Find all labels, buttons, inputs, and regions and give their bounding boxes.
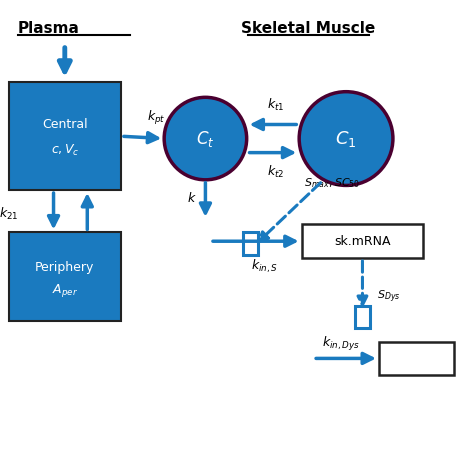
Text: Periphery: Periphery <box>35 261 94 274</box>
FancyBboxPatch shape <box>243 232 258 255</box>
Text: Plasma: Plasma <box>18 21 80 36</box>
FancyBboxPatch shape <box>9 232 121 321</box>
Text: $c, V_c$: $c, V_c$ <box>51 143 79 158</box>
Text: $k$: $k$ <box>187 191 197 205</box>
Text: $C_t$: $C_t$ <box>196 128 215 148</box>
Text: $k_{in,S}$: $k_{in,S}$ <box>251 258 277 275</box>
Text: $k_{in,Dys}$: $k_{in,Dys}$ <box>322 336 360 354</box>
Text: $k_{t1}$: $k_{t1}$ <box>267 97 284 113</box>
Circle shape <box>164 97 246 180</box>
Text: Skeletal Muscle: Skeletal Muscle <box>241 21 376 36</box>
Text: sk.mRNA: sk.mRNA <box>334 235 391 248</box>
FancyBboxPatch shape <box>355 306 370 328</box>
FancyBboxPatch shape <box>301 224 423 258</box>
Text: $A_{per}$: $A_{per}$ <box>52 283 78 300</box>
Text: $S_{Dys}$: $S_{Dys}$ <box>376 288 400 305</box>
FancyBboxPatch shape <box>379 342 454 375</box>
Text: $S_{max}, SC_{50}$: $S_{max}, SC_{50}$ <box>304 176 360 190</box>
Text: $k_{pt}$: $k_{pt}$ <box>147 109 165 127</box>
Text: $k_{t2}$: $k_{t2}$ <box>267 164 284 181</box>
Text: Central: Central <box>42 118 88 131</box>
Text: $k_{21}$: $k_{21}$ <box>0 206 18 222</box>
Text: $C_1$: $C_1$ <box>335 128 357 148</box>
FancyBboxPatch shape <box>9 82 121 190</box>
Circle shape <box>299 91 393 185</box>
